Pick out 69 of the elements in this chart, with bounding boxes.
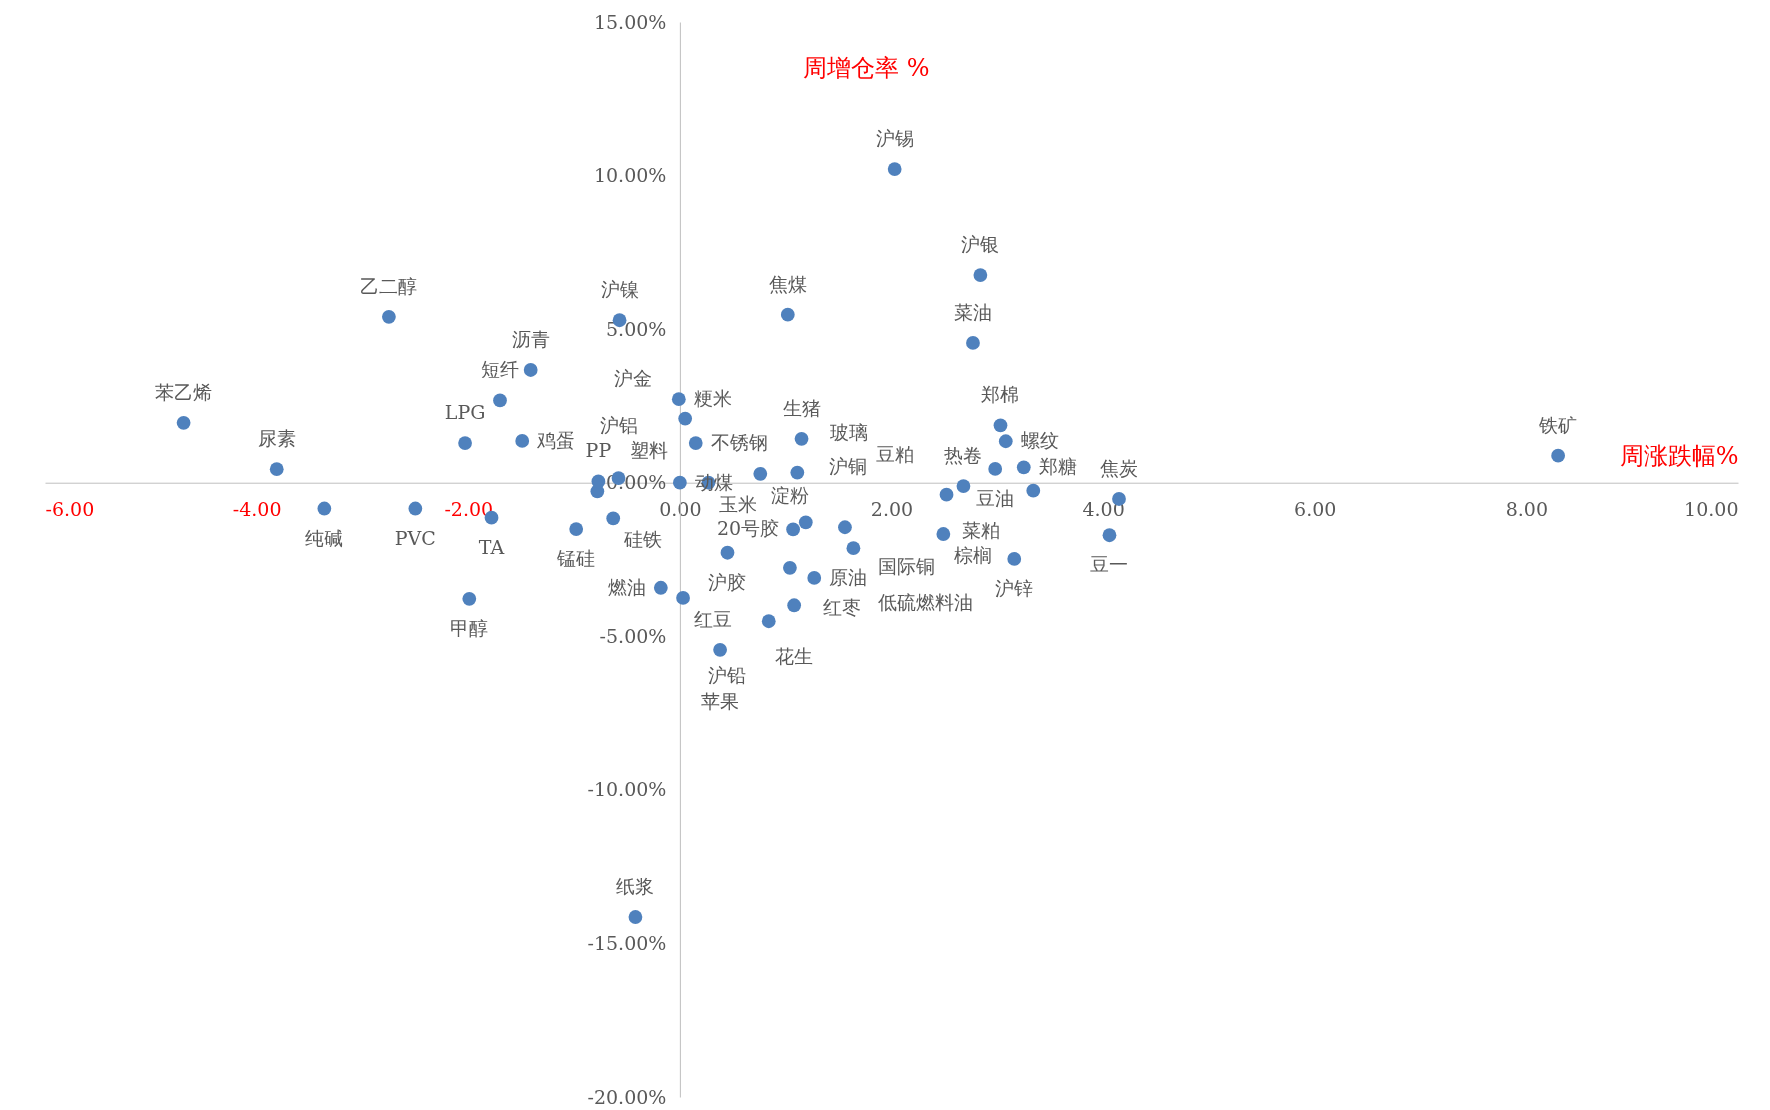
annotation: 郑棉: [981, 383, 1020, 406]
annotation: 沪铝: [599, 414, 638, 437]
annotation: 尿素: [257, 427, 296, 450]
y-tick-label: 5.00%: [606, 317, 667, 340]
annotation: 沪金: [614, 366, 653, 389]
annotation: 乙二醇: [360, 274, 418, 297]
annotation: 豆油: [976, 486, 1015, 509]
annotation: 生猪: [782, 396, 821, 419]
y-tick-label: -10.00%: [587, 778, 667, 801]
annotation: 沪铜: [828, 455, 867, 478]
annotation: 短纤: [480, 358, 519, 381]
annotation: 沪锡: [875, 127, 914, 150]
annotation: 菜油: [953, 300, 992, 323]
annotation: 沪锌: [995, 576, 1034, 599]
annotation: 沪胶: [708, 570, 747, 593]
x-tick-label: 2.00: [870, 498, 914, 521]
x-tick-label: 6.00: [1294, 498, 1337, 521]
annotation: 国际铜: [878, 555, 936, 578]
annotation: 原油: [829, 565, 868, 588]
annotation: 燃油: [607, 575, 646, 598]
annotation: 沥青: [511, 327, 550, 350]
annotation: LPG: [444, 401, 486, 424]
y-tick-label: -5.00%: [599, 624, 667, 647]
annotation: 苹果: [701, 689, 740, 712]
y-tick-label: -20.00%: [587, 1085, 667, 1108]
annotation: 玻璃: [830, 420, 869, 443]
x-tick-label: -4.00: [232, 498, 282, 521]
annotation: 红豆: [694, 607, 733, 630]
annotation: 螺纹: [1020, 429, 1059, 452]
annotation: 焦炭: [1100, 456, 1138, 479]
annotation: 玉米: [719, 492, 758, 515]
annotation: 鸡蛋: [536, 428, 576, 451]
annotation: PVC: [394, 526, 436, 549]
annotation: 沪铅: [707, 664, 746, 687]
annotation: 苯乙烯: [155, 380, 213, 403]
annotation: 不锈钢: [711, 431, 769, 454]
annotation: 纯碱: [305, 526, 344, 549]
annotation: 焦煤: [768, 272, 807, 295]
annotation: PP: [585, 439, 612, 462]
x-tick-label: 0.00: [659, 498, 702, 521]
annotation: TA: [478, 535, 505, 558]
annotation: 塑料: [630, 439, 669, 462]
annotation: 沪银: [961, 233, 1000, 256]
annotation: 低硫燃料油: [877, 591, 973, 614]
y-tick-label: 15.00%: [593, 10, 667, 33]
annotation: 郑糖: [1038, 455, 1077, 478]
annotation: 淀粉: [771, 483, 810, 506]
annotation: 豆一: [1090, 553, 1129, 576]
annotation: 硅铁: [623, 528, 663, 551]
annotation: 豆粕: [875, 442, 914, 465]
annotation: 热卷: [944, 444, 983, 467]
annotation: 棕榈: [954, 544, 993, 567]
annotation: 20号胶: [717, 517, 780, 540]
annotation: 锰硅: [556, 547, 596, 570]
annotation: 粳米: [693, 387, 732, 410]
annotation: 菜粕: [962, 518, 1001, 541]
annotation: 纸浆: [616, 875, 655, 898]
annotation: 沪镍: [600, 278, 639, 301]
x-tick-label: 8.00: [1505, 498, 1549, 521]
annotation: 花生: [775, 645, 814, 668]
x-axis-title: 周涨跌幅%: [1619, 442, 1739, 471]
y-tick-label: 10.00%: [593, 164, 667, 187]
x-tick-label: -6.00: [45, 498, 95, 521]
y-tick-label: -15.00%: [587, 931, 667, 954]
annotation: 铁矿: [1538, 413, 1578, 436]
annotation: 红枣: [822, 595, 861, 618]
y-axis-title: 周增仓率 %: [803, 53, 930, 82]
x-tick-label: 10.00: [1684, 498, 1739, 521]
annotation: 甲醇: [450, 616, 489, 639]
